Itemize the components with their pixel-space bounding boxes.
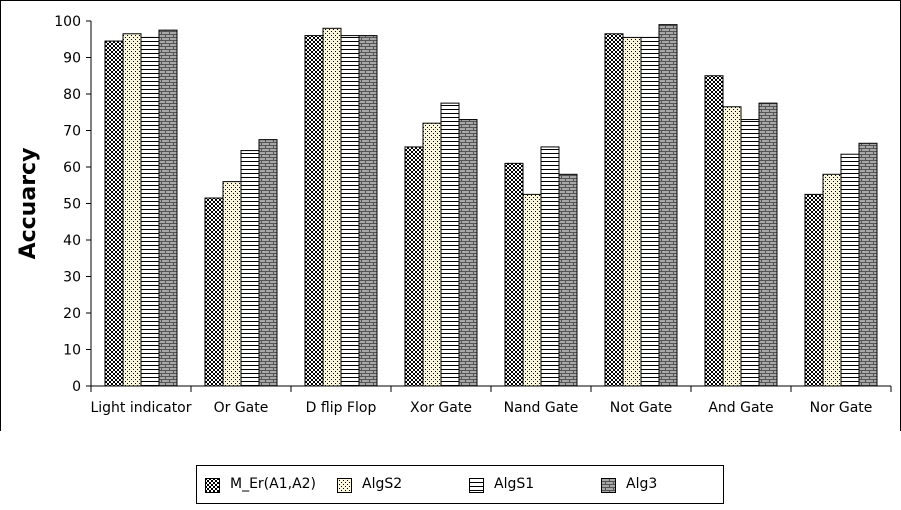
legend-label-1: AlgS2 (362, 476, 403, 492)
y-tick-label-1: 10 (63, 343, 81, 359)
bar-algs1-0 (140, 36, 160, 387)
y-tick-label-10: 100 (54, 14, 81, 30)
chart-frame: 0 10 20 30 40 50 60 70 80 90 100 Accuarcy Light indi… (0, 0, 901, 431)
legend-swatch-3 (601, 478, 616, 493)
bar-alg3-5 (658, 24, 678, 387)
bar-alg3-4 (558, 173, 578, 387)
y-tick-label-7: 70 (63, 124, 81, 140)
bar-m-er-a1-a2--2 (304, 35, 324, 387)
y-tick-label-3: 30 (63, 270, 81, 286)
y-tick-label-5: 50 (63, 197, 81, 213)
bar-alg3-0 (158, 29, 178, 387)
legend-label-3: Alg3 (626, 476, 658, 492)
legend-swatch-2 (469, 478, 484, 493)
legend-swatch-1 (337, 478, 352, 493)
bar-m-er-a1-a2--7 (804, 193, 824, 387)
y-tick-label-8: 80 (63, 87, 81, 103)
x-tick-label-7: Nor Gate (810, 400, 873, 416)
bar-algs1-6 (740, 119, 760, 387)
x-tick-label-5: Not Gate (610, 400, 673, 416)
y-tick-label-4: 40 (63, 233, 81, 249)
bar-m-er-a1-a2--0 (104, 40, 124, 387)
x-tick-label-0: Light indicator (90, 400, 191, 416)
x-tick-label-2: D flip Flop (306, 400, 377, 416)
bar-algs2-0 (122, 33, 142, 387)
y-tick-label-9: 90 (63, 51, 81, 67)
y-tick-label-2: 20 (63, 306, 81, 322)
x-tick-label-3: Xor Gate (410, 400, 472, 416)
bar-m-er-a1-a2--1 (204, 197, 224, 387)
bar-m-er-a1-a2--5 (604, 33, 624, 387)
legend: M_Er(A1,A2) AlgS2 AlgS1 Alg3 (196, 465, 724, 504)
bar-algs2-7 (822, 173, 842, 387)
bar-m-er-a1-a2--3 (404, 146, 424, 387)
x-tick-label-1: Or Gate (214, 400, 269, 416)
legend-swatch-0 (205, 478, 220, 493)
bar-algs1-7 (840, 153, 860, 387)
x-tick-label-6: And Gate (708, 400, 773, 416)
bar-algs1-4 (540, 146, 560, 387)
bar-algs2-1 (222, 181, 242, 387)
bar-alg3-2 (358, 35, 378, 387)
bar-algs2-6 (722, 106, 742, 387)
bar-algs2-3 (422, 122, 442, 387)
bar-algs1-5 (640, 36, 660, 387)
bar-algs1-2 (340, 35, 360, 387)
bar-algs1-1 (240, 150, 260, 387)
bar-alg3-7 (858, 142, 878, 387)
bar-algs2-4 (522, 193, 542, 387)
y-tick-label-6: 60 (63, 160, 81, 176)
bar-chart: 0 10 20 30 40 50 60 70 80 90 100 Accuarcy Light indi… (16, 14, 892, 416)
y-axis-title: Accuarcy (16, 148, 41, 260)
x-tick-label-4: Nand Gate (504, 400, 579, 416)
bar-m-er-a1-a2--4 (504, 162, 524, 387)
legend-label-0: M_Er(A1,A2) (230, 476, 317, 492)
bar-algs2-2 (322, 27, 342, 387)
bar-alg3-6 (758, 102, 778, 387)
bar-alg3-3 (458, 119, 478, 387)
bar-algs2-5 (622, 36, 642, 387)
legend-label-2: AlgS1 (494, 476, 535, 492)
bar-alg3-1 (258, 139, 278, 387)
bar-algs1-3 (440, 102, 460, 387)
y-tick-label-0: 0 (72, 379, 81, 395)
bar-m-er-a1-a2--6 (704, 75, 724, 387)
